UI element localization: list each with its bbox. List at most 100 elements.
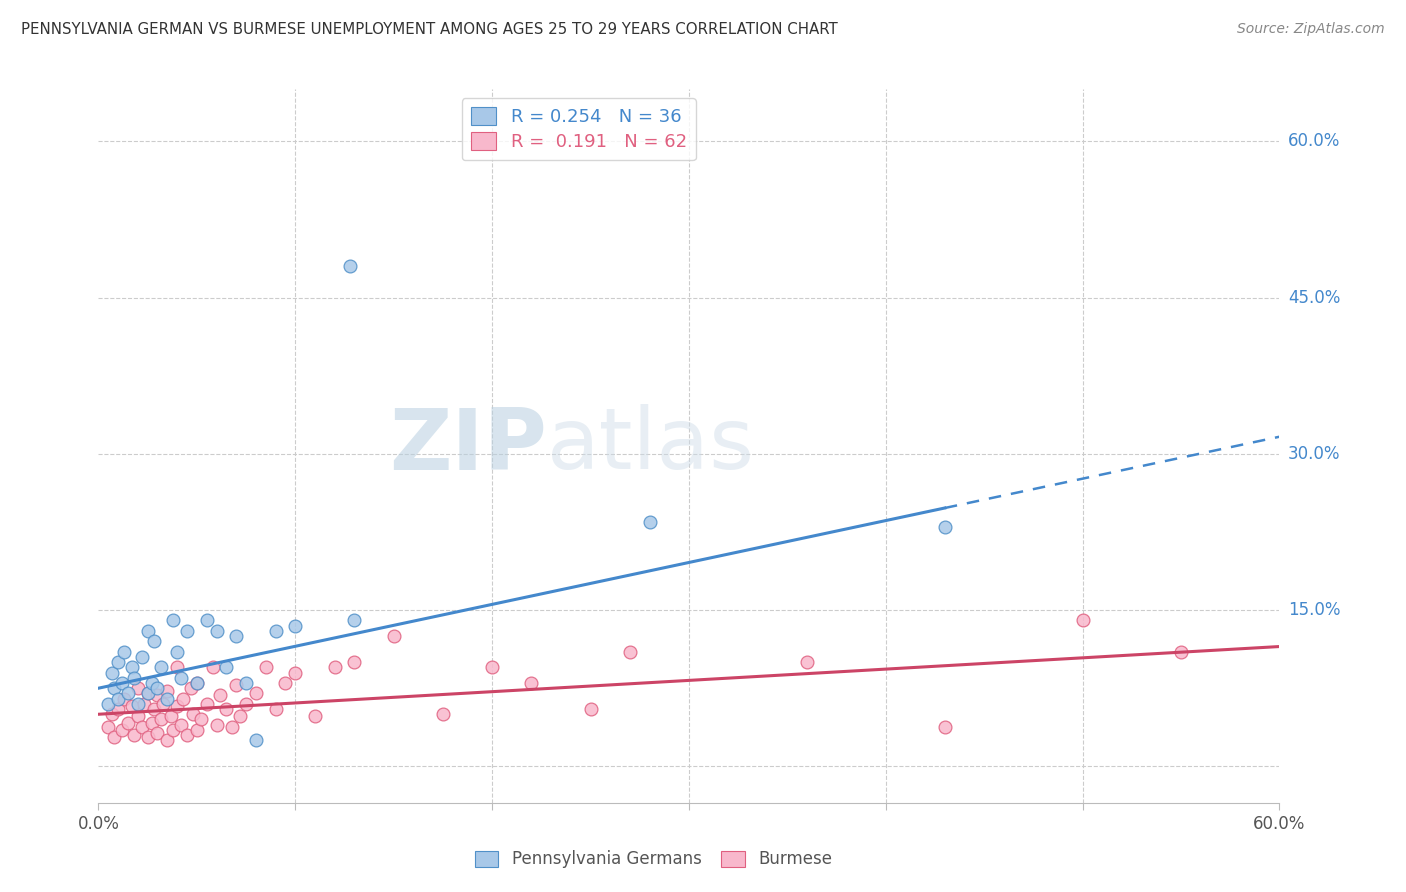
Point xyxy=(117,686,139,700)
Point xyxy=(160,709,183,723)
Point xyxy=(186,723,208,737)
Text: 45.0%: 45.0% xyxy=(1288,288,1340,307)
Point xyxy=(934,520,956,534)
Point xyxy=(97,697,120,711)
Point xyxy=(146,681,169,696)
Point xyxy=(180,681,202,696)
Point xyxy=(172,691,194,706)
Point xyxy=(254,660,277,674)
Point xyxy=(127,709,149,723)
Point xyxy=(235,697,257,711)
Point xyxy=(112,645,135,659)
Point xyxy=(264,702,287,716)
Point xyxy=(186,676,208,690)
Text: 30.0%: 30.0% xyxy=(1288,445,1340,463)
Point xyxy=(152,697,174,711)
Point xyxy=(190,713,212,727)
Point xyxy=(107,691,129,706)
Point xyxy=(579,702,602,716)
Point xyxy=(146,689,169,703)
Point xyxy=(195,697,218,711)
Text: 60.0%: 60.0% xyxy=(1288,132,1340,150)
Point xyxy=(176,624,198,638)
Point xyxy=(132,697,155,711)
Point xyxy=(343,614,366,628)
Point xyxy=(107,702,129,716)
Point xyxy=(166,645,188,659)
Point xyxy=(111,723,134,737)
Point xyxy=(619,645,641,659)
Point xyxy=(264,624,287,638)
Legend: Pennsylvania Germans, Burmese: Pennsylvania Germans, Burmese xyxy=(467,842,841,877)
Point xyxy=(121,660,143,674)
Point xyxy=(274,676,297,690)
Point xyxy=(142,702,165,716)
Text: 15.0%: 15.0% xyxy=(1288,601,1340,619)
Point xyxy=(127,681,149,696)
Point xyxy=(170,671,193,685)
Text: Source: ZipAtlas.com: Source: ZipAtlas.com xyxy=(1237,22,1385,37)
Point xyxy=(284,618,307,632)
Point xyxy=(432,707,454,722)
Point xyxy=(481,660,503,674)
Point xyxy=(520,676,543,690)
Point xyxy=(225,629,247,643)
Point xyxy=(121,698,143,713)
Point xyxy=(107,655,129,669)
Point xyxy=(205,717,228,731)
Point xyxy=(136,730,159,744)
Point xyxy=(117,715,139,730)
Point xyxy=(201,660,224,674)
Point xyxy=(127,697,149,711)
Point xyxy=(1071,614,1094,628)
Point xyxy=(142,634,165,648)
Point xyxy=(382,629,405,643)
Point xyxy=(209,689,232,703)
Point xyxy=(141,715,163,730)
Point xyxy=(146,726,169,740)
Point xyxy=(245,733,267,747)
Point xyxy=(221,720,243,734)
Point xyxy=(111,676,134,690)
Point xyxy=(162,614,184,628)
Point xyxy=(141,676,163,690)
Point xyxy=(1170,645,1192,659)
Point xyxy=(235,676,257,690)
Text: PENNSYLVANIA GERMAN VS BURMESE UNEMPLOYMENT AMONG AGES 25 TO 29 YEARS CORRELATIO: PENNSYLVANIA GERMAN VS BURMESE UNEMPLOYM… xyxy=(21,22,838,37)
Text: ZIP: ZIP xyxy=(389,404,547,488)
Point xyxy=(136,686,159,700)
Point xyxy=(638,515,661,529)
Point xyxy=(166,698,188,713)
Point xyxy=(304,709,326,723)
Point xyxy=(103,681,125,696)
Point xyxy=(229,709,252,723)
Point xyxy=(225,678,247,692)
Text: atlas: atlas xyxy=(547,404,755,488)
Point xyxy=(176,728,198,742)
Point xyxy=(97,720,120,734)
Point xyxy=(215,660,238,674)
Point xyxy=(122,671,145,685)
Point xyxy=(112,691,135,706)
Point xyxy=(215,702,238,716)
Point xyxy=(170,717,193,731)
Point xyxy=(284,665,307,680)
Point xyxy=(796,655,818,669)
Point xyxy=(245,686,267,700)
Point xyxy=(162,723,184,737)
Point xyxy=(103,730,125,744)
Point xyxy=(934,720,956,734)
Point xyxy=(131,649,153,664)
Point xyxy=(156,733,179,747)
Point xyxy=(181,707,204,722)
Point xyxy=(323,660,346,674)
Point xyxy=(186,676,208,690)
Point xyxy=(150,713,173,727)
Point xyxy=(205,624,228,638)
Point xyxy=(166,660,188,674)
Point xyxy=(131,720,153,734)
Point xyxy=(101,707,124,722)
Point xyxy=(136,686,159,700)
Point xyxy=(136,624,159,638)
Point xyxy=(122,728,145,742)
